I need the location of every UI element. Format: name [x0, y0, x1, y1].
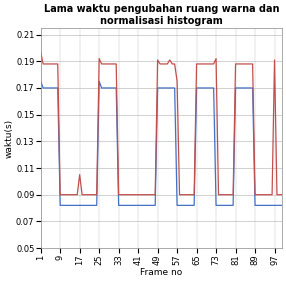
X-axis label: Frame no: Frame no	[140, 268, 182, 277]
Y-axis label: waktu(s): waktu(s)	[4, 118, 13, 158]
Title: Lama waktu pengubahan ruang warna dan
normalisasi histogram: Lama waktu pengubahan ruang warna dan no…	[43, 4, 279, 26]
